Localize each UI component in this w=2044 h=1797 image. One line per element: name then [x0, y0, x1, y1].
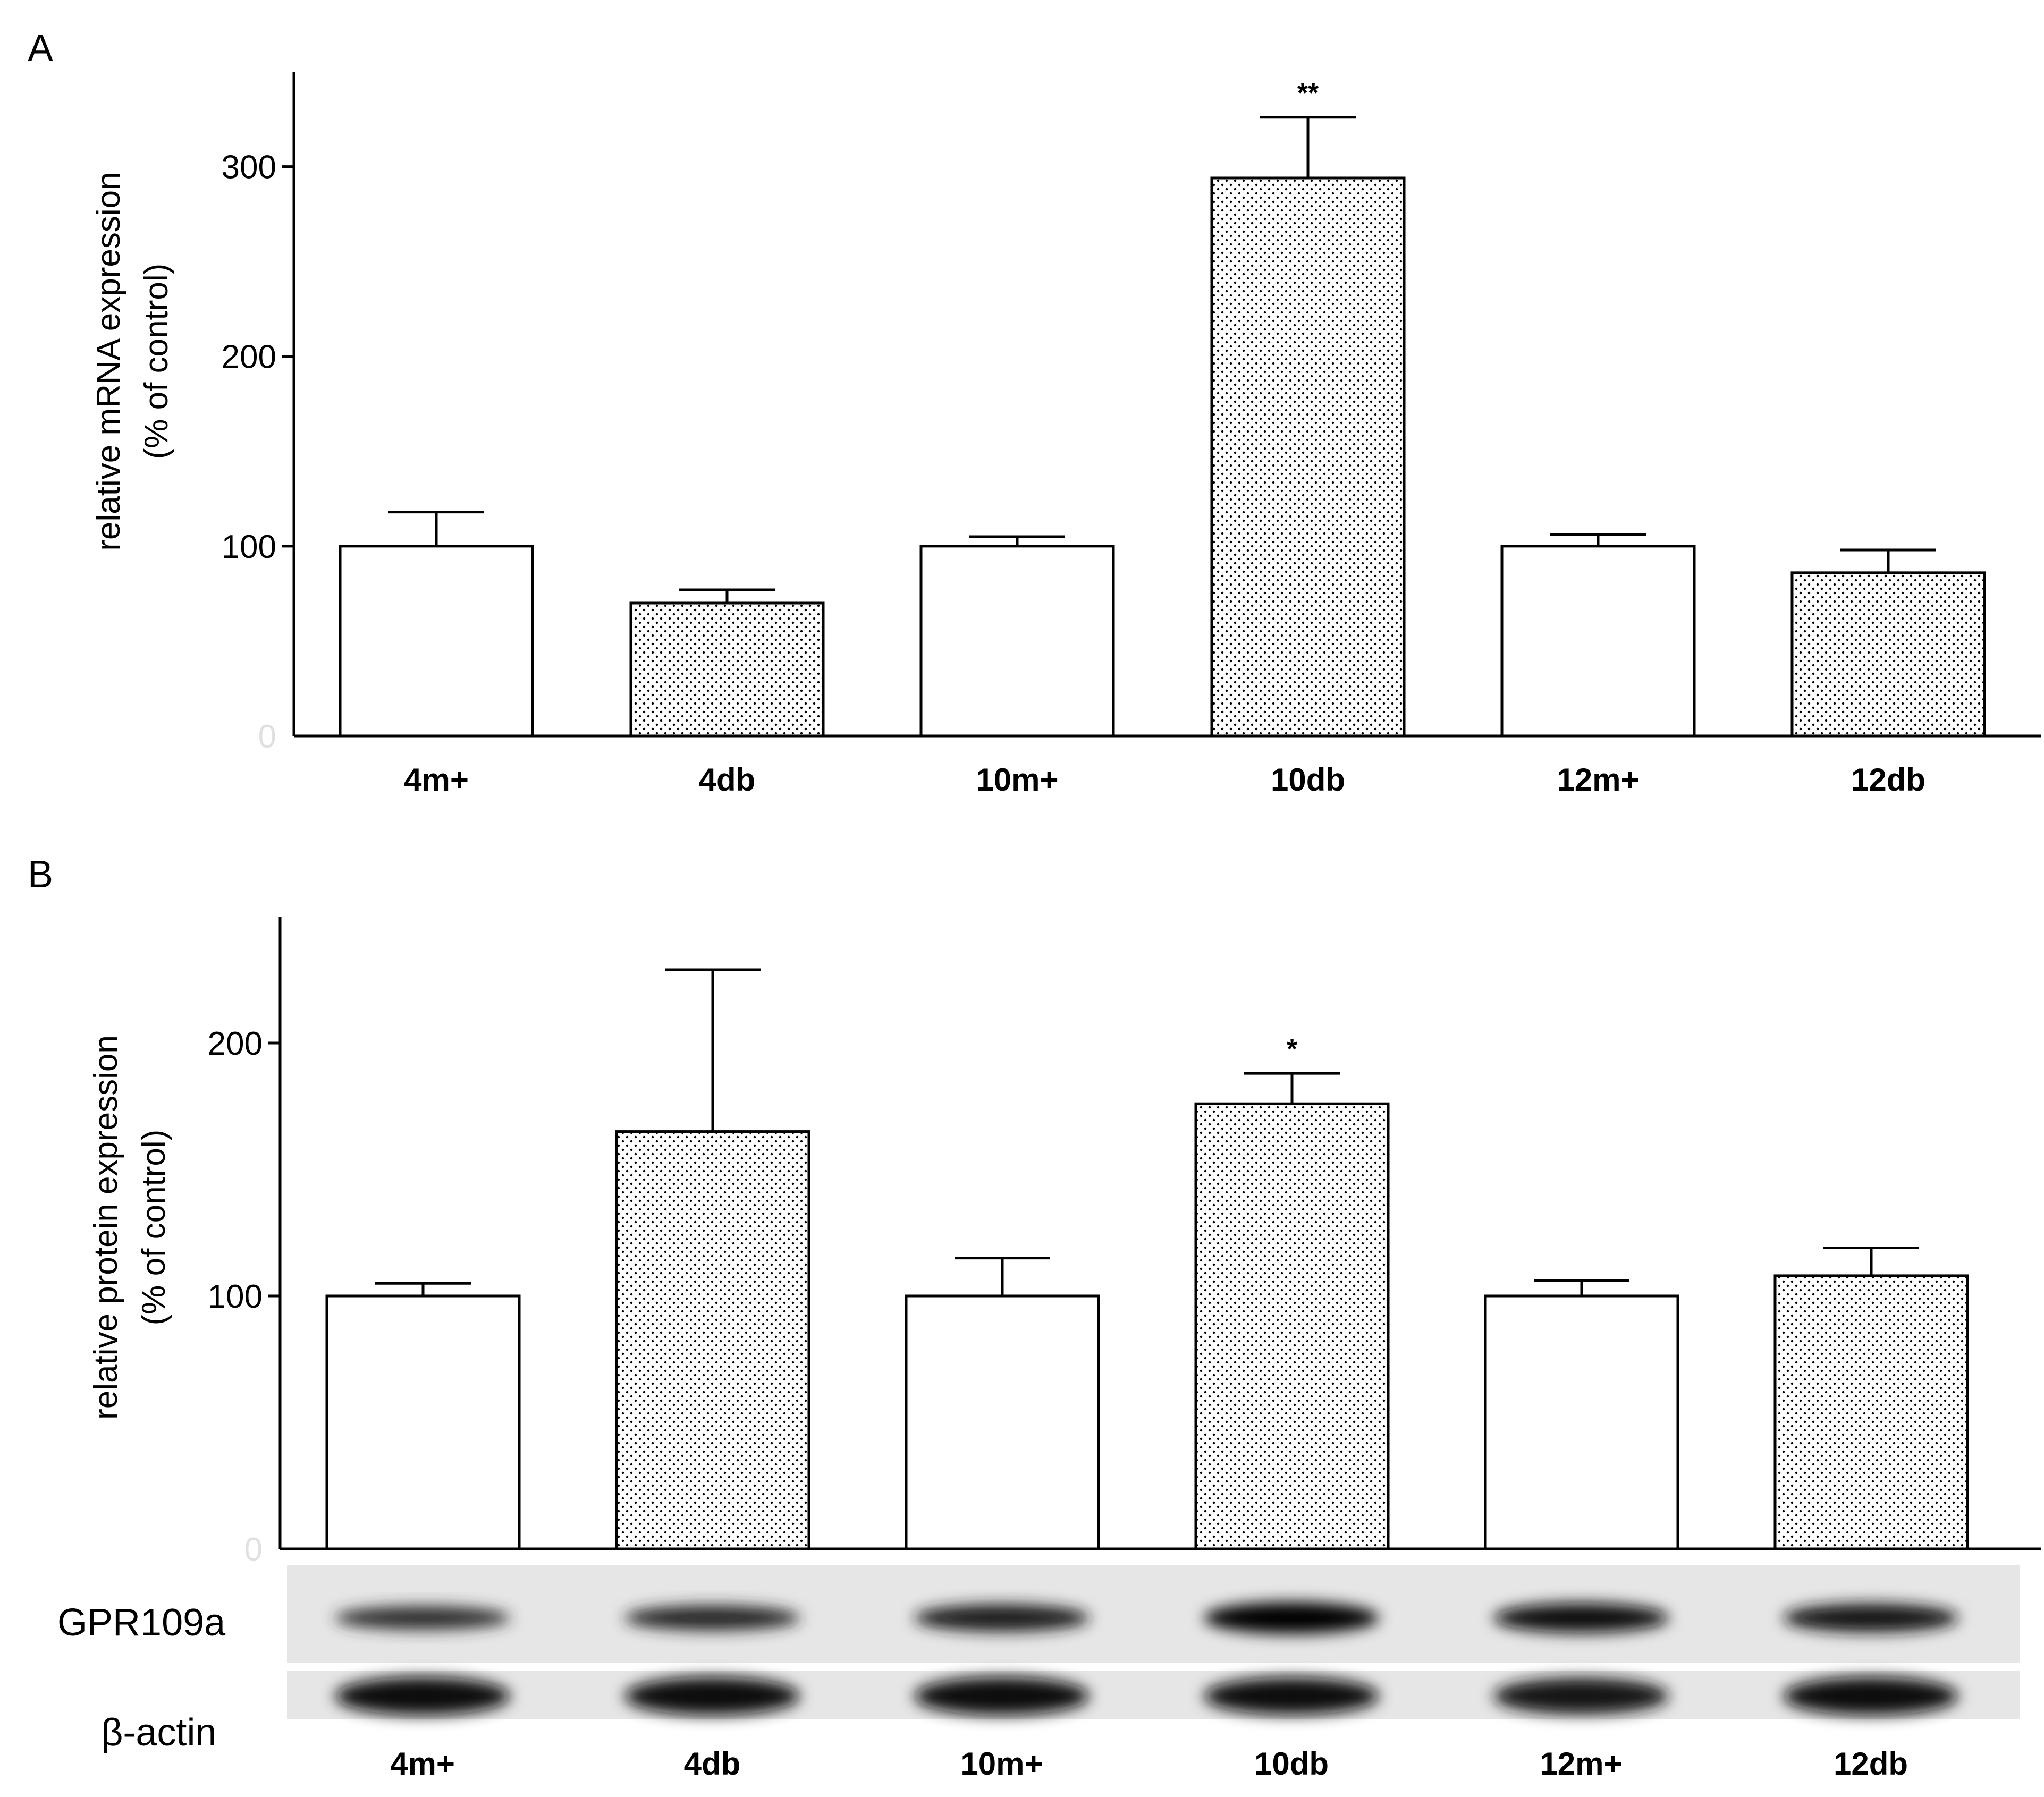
panel-a-bar-12m+	[1500, 545, 1696, 738]
panel-b-axes	[278, 917, 2041, 1550]
blot-lane-label: 12db	[1834, 1746, 1908, 1782]
panel-b-bar-10m+	[905, 1294, 1100, 1550]
panel-a-bar-10m+	[919, 545, 1115, 738]
panel-a-axes	[292, 72, 2041, 738]
blot-band-beta-actin	[1204, 1677, 1379, 1715]
panel-a-y-axis-title-line2: (% of control)	[138, 264, 175, 460]
panel-b-y-tick-label: 100	[208, 1278, 263, 1315]
blot-strip-beta-actin	[287, 1671, 2020, 1719]
panel-a-y-tick-label: 300	[222, 149, 276, 186]
western-blot: GPR109a β-actin 4m+ 4db 10m+ 10db 12m+ 12db	[57, 1565, 2020, 1782]
western-blot-background	[287, 1565, 2020, 1719]
blot-strip-gpr109a	[287, 1565, 2020, 1663]
panel-b-bar-12m+	[1484, 1294, 1679, 1550]
panel-a-y-tick-label: 0	[258, 718, 276, 755]
blot-lane-label: 12m+	[1540, 1746, 1622, 1782]
panel-label-b: B	[28, 853, 53, 896]
panel-a-category-label: 12db	[1851, 762, 1925, 798]
panel-b-y-axis-title-line2: (% of control)	[136, 1130, 172, 1326]
blot-label-beta-actin: β-actin	[101, 1711, 216, 1754]
panel-a-y-tick-label: 200	[222, 339, 276, 376]
panel-b-y-axis-title-line1: relative protein expression	[88, 1035, 124, 1420]
western-blot-lane-labels: 4m+ 4db 10m+ 10db 12m+ 12db	[390, 1746, 1908, 1782]
blot-band-gpr109a	[1493, 1603, 1669, 1633]
panel-a-bar-10db	[1210, 176, 1406, 738]
blot-band-gpr109a	[1204, 1602, 1379, 1634]
panel-a-bars: **	[339, 78, 1986, 738]
panel-a-chart: relative mRNA expression (% of control) …	[90, 72, 2041, 798]
panel-b-bar-4m+	[325, 1294, 521, 1550]
blot-band-gpr109a	[914, 1604, 1089, 1632]
panel-a-bar-4db	[629, 601, 825, 738]
blot-band-gpr109a	[335, 1606, 510, 1630]
panel-b-y-axis-title: relative protein expression (% of contro…	[88, 1035, 172, 1420]
blot-band-beta-actin	[624, 1677, 800, 1715]
panel-b-bar-12db	[1773, 1274, 1969, 1550]
blot-lane-label: 10m+	[960, 1746, 1043, 1782]
panel-a-y-axis-title-line1: relative mRNA expression	[90, 172, 127, 550]
blot-band-beta-actin	[914, 1677, 1089, 1715]
blot-label-gpr109a: GPR109a	[57, 1601, 226, 1644]
blot-band-beta-actin	[1783, 1677, 1958, 1715]
panel-a-bar-4m+	[339, 545, 534, 738]
panel-b-y-ticks: 0 100 200	[208, 1025, 280, 1568]
panel-a-category-label: 10m+	[976, 762, 1058, 798]
panel-b-bars: *	[325, 968, 1969, 1550]
blot-lane-label: 4m+	[390, 1746, 455, 1782]
panel-b-y-tick-label: 200	[208, 1025, 263, 1062]
blot-band-beta-actin	[335, 1677, 510, 1715]
panel-label-a: A	[28, 27, 53, 70]
western-blot-bands	[335, 1602, 1958, 1715]
panel-a-category-labels: 4m+ 4db 10m+ 10db 12m+ 12db	[404, 762, 1925, 798]
blot-band-gpr109a	[624, 1605, 800, 1631]
panel-a-y-tick-label: 100	[222, 529, 276, 565]
panel-a-y-axis-title: relative mRNA expression (% of control)	[90, 172, 175, 550]
blot-band-gpr109a	[1783, 1603, 1958, 1633]
panel-b-bar-4db	[615, 1130, 810, 1550]
panel-a-significance-marker: **	[1297, 78, 1319, 109]
panel-a-category-label: 4m+	[404, 762, 469, 798]
panel-b-significance-marker: *	[1287, 1034, 1298, 1065]
panel-b-chart: relative protein expression (% of contro…	[88, 917, 2041, 1568]
panel-b-bar-10db	[1194, 1102, 1390, 1550]
panel-b-y-tick-label: 0	[244, 1531, 263, 1568]
panel-a-y-ticks: 0 100 200 300	[222, 149, 294, 755]
blot-lane-label: 4db	[684, 1746, 741, 1782]
panel-a-category-label: 12m+	[1557, 762, 1639, 798]
blot-band-beta-actin	[1493, 1677, 1669, 1715]
panel-a-category-label: 10db	[1271, 762, 1345, 798]
panel-a-bar-12db	[1790, 571, 1986, 738]
blot-lane-label: 10db	[1254, 1746, 1329, 1782]
panel-a-category-label: 4db	[699, 762, 756, 798]
